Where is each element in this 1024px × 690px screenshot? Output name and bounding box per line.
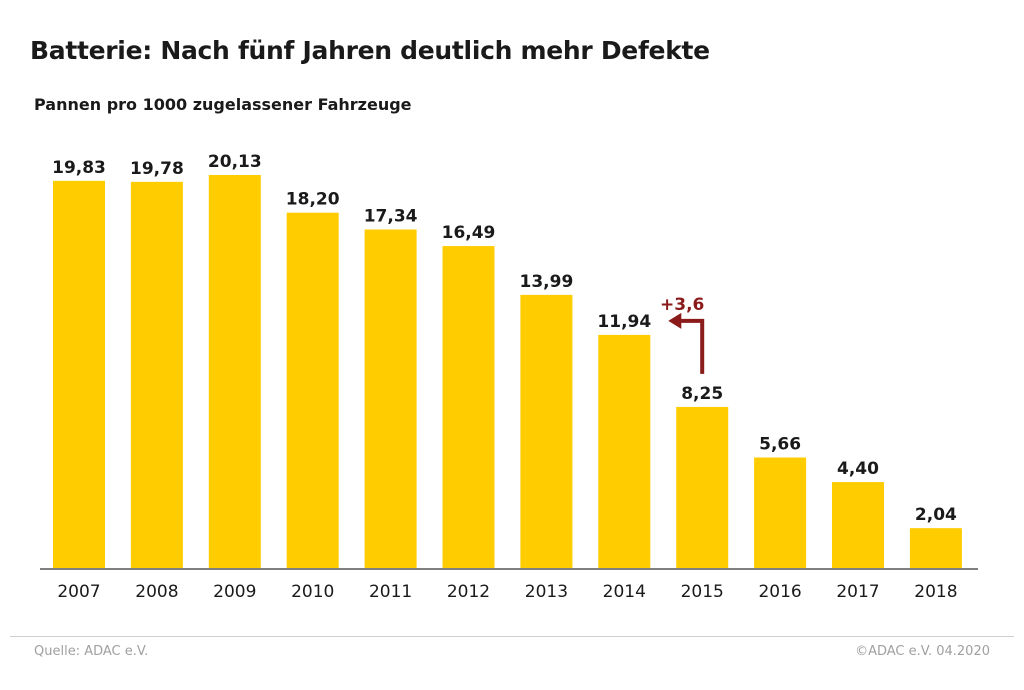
value-label-2018: 2,04 <box>915 505 957 525</box>
value-label-2012: 16,49 <box>442 223 496 243</box>
footer-divider <box>10 636 1014 637</box>
x-tick-2011: 2011 <box>369 582 412 602</box>
value-label-2008: 19,78 <box>130 159 184 179</box>
x-tick-2015: 2015 <box>681 582 724 602</box>
value-label-2017: 4,40 <box>837 459 879 479</box>
annotation-arrow-head <box>668 312 682 329</box>
copyright-note: ©ADAC e.V. 04.2020 <box>855 644 990 659</box>
annotation-label: +3,6 <box>660 295 704 315</box>
x-tick-2017: 2017 <box>836 582 879 602</box>
source-note: Quelle: ADAC e.V. <box>34 644 149 659</box>
bar-2014 <box>598 334 651 568</box>
value-label-2011: 17,34 <box>364 206 418 226</box>
bar-2016 <box>754 457 807 568</box>
x-tick-labels-group: 2007 2008 2009 2010 2011 2012 2013 2014 2015 2016… <box>57 582 957 602</box>
bar-2015 <box>676 406 729 568</box>
bar-2012 <box>442 246 495 568</box>
annotation-arrow-line <box>678 318 705 374</box>
x-tick-2018: 2018 <box>914 582 957 602</box>
bar-2009 <box>208 175 261 568</box>
value-label-2009: 20,13 <box>208 152 262 172</box>
bar-chart: 19,83 19,78 20,13 18,20 17,34 16,49 13,99 11,94… <box>40 152 978 602</box>
bar-2017 <box>832 482 884 568</box>
x-tick-2009: 2009 <box>213 582 256 602</box>
x-tick-2007: 2007 <box>57 582 100 602</box>
change-annotation: +3,6 <box>660 295 704 374</box>
value-label-2010: 18,20 <box>286 190 340 210</box>
value-label-2007: 19,83 <box>52 158 106 178</box>
bar-2010 <box>286 212 339 569</box>
x-tick-2010: 2010 <box>291 582 334 602</box>
value-label-2014: 11,94 <box>597 312 651 332</box>
bar-2007 <box>53 180 105 568</box>
chart-subtitle: Pannen pro 1000 zugelassener Fahrzeuge <box>34 95 412 114</box>
value-label-2015: 8,25 <box>681 384 723 404</box>
x-tick-2012: 2012 <box>447 582 490 602</box>
value-label-2013: 13,99 <box>520 272 574 292</box>
bar-2011 <box>364 229 417 568</box>
x-tick-2008: 2008 <box>135 582 178 602</box>
bars-group <box>53 175 962 569</box>
x-tick-2016: 2016 <box>758 582 801 602</box>
value-label-2016: 5,66 <box>759 434 801 454</box>
x-tick-2014: 2014 <box>603 582 646 602</box>
x-tick-2013: 2013 <box>525 582 568 602</box>
bar-2013 <box>520 294 573 568</box>
chart-title: Batterie: Nach fünf Jahren deutlich mehr… <box>30 36 710 65</box>
value-labels-group: 19,83 19,78 20,13 18,20 17,34 16,49 13,99 11,94… <box>52 152 957 525</box>
bar-2018 <box>909 528 962 568</box>
bar-2008 <box>130 181 183 569</box>
